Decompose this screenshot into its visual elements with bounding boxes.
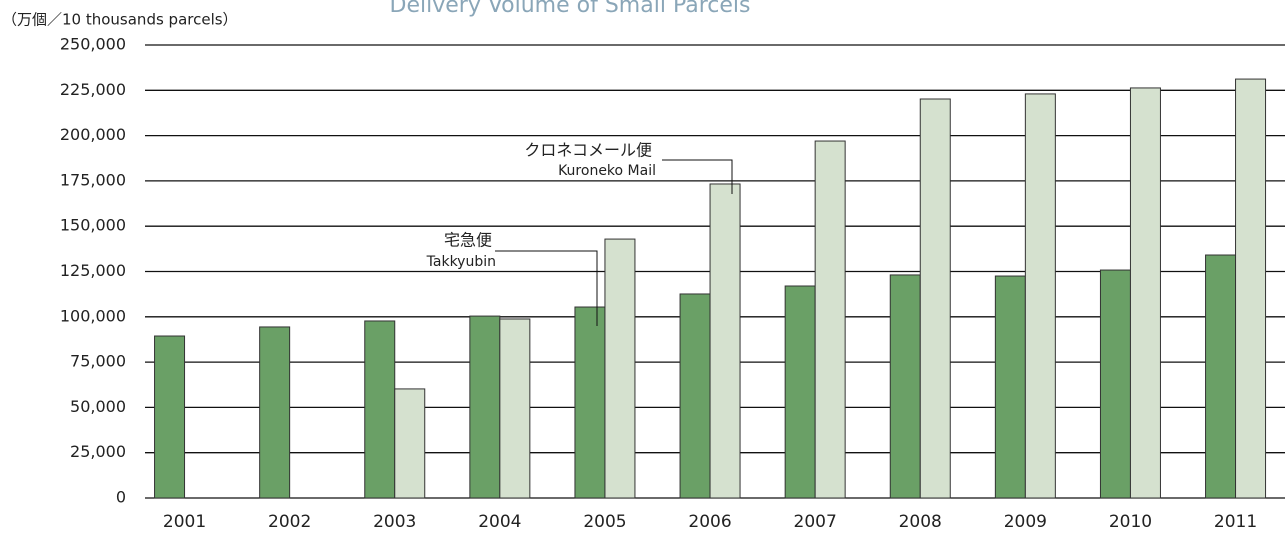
y-tick-label: 0 [116,488,126,507]
y-tick-label: 125,000 [60,261,126,280]
annotation: クロネコメール便 [524,141,652,160]
bar [889,274,921,499]
x-tick-label: 2003 [373,512,416,532]
bar [1129,87,1161,499]
bars [154,78,1267,499]
y-tick-label: 175,000 [60,170,126,189]
y-tick-label: 75,000 [70,352,126,371]
bar [919,98,951,499]
bar [784,285,816,499]
x-tick-label: 2006 [688,512,731,532]
bar [499,318,531,499]
bar [259,326,291,499]
bar [574,306,606,499]
y-tick-label: 100,000 [60,306,126,325]
bar [1235,78,1267,499]
bar [394,388,426,499]
bar [1024,93,1056,499]
x-tick-label: 2005 [583,512,626,532]
y-tick-label: 200,000 [60,125,126,144]
x-tick-label: 2004 [478,512,521,532]
bar [994,275,1026,499]
y-axis-label: （万個／10 thousands parcels） [2,11,238,29]
x-tick-label: 2009 [1004,512,1047,532]
bar [814,140,846,499]
annotation: 宅急便 [444,231,492,250]
x-tick-label: 2002 [268,512,311,532]
leader-line [662,159,733,194]
y-tick-label: 250,000 [60,35,126,54]
y-tick-label: 50,000 [70,397,126,416]
bar [364,320,396,499]
bar [1205,254,1237,499]
bar [154,335,186,499]
x-tick-label: 2011 [1214,512,1257,532]
x-tick-label: 2007 [794,512,837,532]
annotation: Kuroneko Mail [558,163,656,179]
leader-line [495,250,598,326]
bar [1099,269,1131,499]
bar [709,183,741,499]
x-tick-label: 2001 [163,512,206,532]
annotation: Takkyubin [426,254,496,270]
x-tick-label: 2010 [1109,512,1152,532]
y-tick-label: 25,000 [70,442,126,461]
x-tick-label: 2008 [899,512,942,532]
chart-title: Delivery Volume of Small Parcels [390,0,751,18]
bar [604,238,636,499]
y-tick-label: 225,000 [60,80,126,99]
bar [679,293,711,499]
y-tick-label: 150,000 [60,216,126,235]
bar [469,315,501,499]
